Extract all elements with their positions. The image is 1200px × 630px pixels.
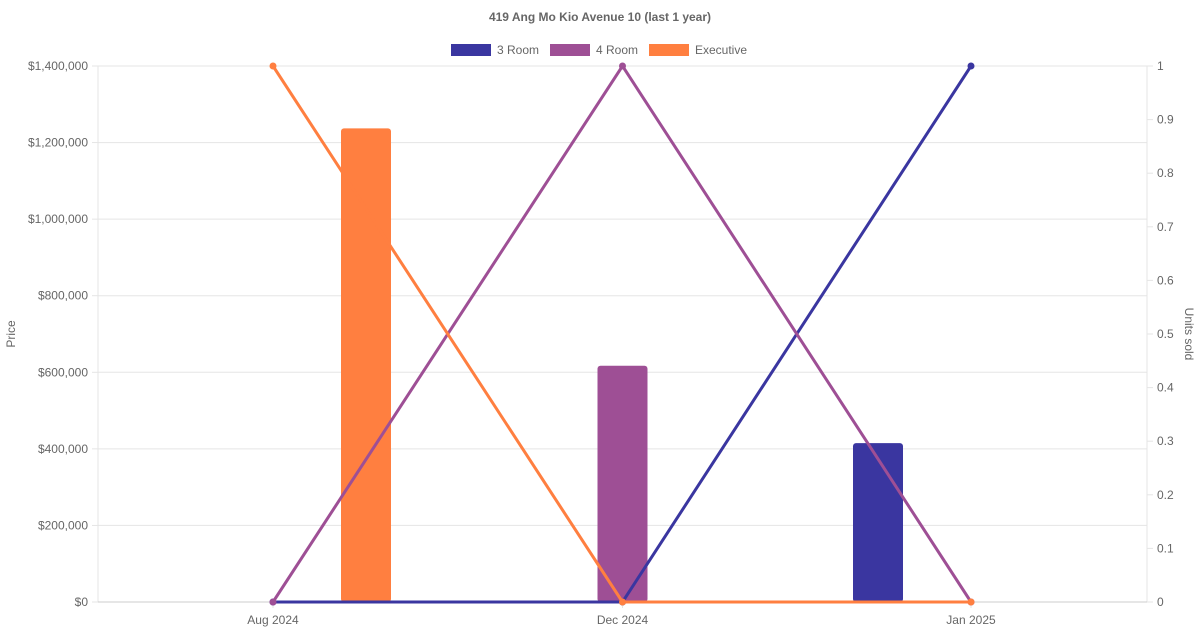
legend-label-executive: Executive (695, 43, 747, 57)
y-right-tick-label: 0.3 (1157, 434, 1174, 448)
legend-swatch-3-room (451, 44, 491, 56)
y-left-tick-label: $200,000 (38, 518, 88, 532)
point-executive-2 (967, 598, 975, 606)
legend-swatch-executive (649, 44, 689, 56)
axes: $0 $200,000 $400,000 $600,000 $800,000 $1,000… (28, 59, 1174, 627)
y-left-tick-label: $1,200,000 (28, 136, 88, 150)
y-left-tick-label: $0 (75, 595, 89, 609)
y-right-tick-label: 0.7 (1157, 220, 1174, 234)
y-right-tick-label: 0.8 (1157, 166, 1174, 180)
y-right-tick-label: 0.9 (1157, 113, 1174, 127)
y-right-tick-label: 0 (1157, 595, 1164, 609)
bar-3-room-2 (853, 443, 903, 602)
chart-title: 419 Ang Mo Kio Avenue 10 (last 1 year) (489, 10, 711, 24)
y-right-tick-label: 0.2 (1157, 488, 1174, 502)
y-right-tick-label: 0.5 (1157, 327, 1174, 341)
legend-label-4-room: 4 Room (596, 43, 638, 57)
point-executive-0 (269, 62, 277, 70)
legend: 3 Room 4 Room Executive (451, 43, 747, 57)
bar-series (341, 128, 903, 603)
grid-lines (97, 65, 1148, 603)
y-right-tick-label: 1 (1157, 59, 1164, 73)
bar-executive-0 (341, 128, 391, 603)
y-left-tick-label: $1,400,000 (28, 59, 88, 73)
legend-label-3-room: 3 Room (497, 43, 539, 57)
line-series (269, 62, 975, 606)
point-4-room-0 (269, 598, 277, 606)
y-axis-right-title: Units sold (1182, 308, 1196, 361)
legend-swatch-4-room (550, 44, 590, 56)
y-left-tick-label: $800,000 (38, 289, 88, 303)
y-right-tick-label: 0.4 (1157, 381, 1174, 395)
x-tick-label: Jan 2025 (946, 613, 996, 627)
y-left-tick-label: $400,000 (38, 442, 88, 456)
point-executive-1 (619, 598, 626, 606)
point-3-room-2 (967, 62, 975, 70)
y-left-tick-label: $1,000,000 (28, 212, 88, 226)
y-left-tick-label: $600,000 (38, 365, 88, 379)
point-4-room-1 (619, 62, 626, 70)
x-tick-label: Aug 2024 (247, 613, 299, 627)
y-right-tick-label: 0.1 (1157, 541, 1174, 555)
x-tick-label: Dec 2024 (597, 613, 649, 627)
y-right-tick-label: 0.6 (1157, 273, 1174, 287)
y-axis-left-title: Price (4, 320, 18, 348)
bar-4-room-1 (597, 365, 648, 602)
